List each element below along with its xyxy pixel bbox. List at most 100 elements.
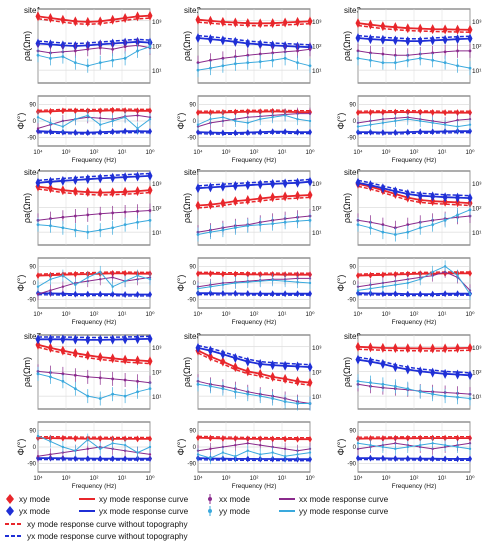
xy-no-topography-curve xyxy=(37,17,151,26)
yx-data-point xyxy=(135,334,141,345)
xy-no-topo-dash-icon xyxy=(5,523,23,525)
yy-phase-point xyxy=(369,287,372,290)
legend-item-xy-response: xy mode response curve xyxy=(78,494,188,504)
yx-no-topography-curve xyxy=(197,34,311,46)
yx-data-point xyxy=(392,362,398,373)
legend-item-yy-mode: yy mode xyxy=(204,506,250,516)
xx-data-point xyxy=(308,47,312,51)
rho-tick-label: 10³ xyxy=(152,181,162,188)
yx-data-point xyxy=(455,192,461,203)
x-tick-label: 10¹ xyxy=(438,312,447,318)
yx-data-point xyxy=(430,35,436,46)
yy-phase-curve xyxy=(197,450,311,459)
yy-phase-point xyxy=(136,274,139,277)
yy-phase-point xyxy=(196,123,200,126)
yx-phase-point xyxy=(98,455,103,463)
yy-data-point xyxy=(369,381,372,385)
yx-phase-point xyxy=(208,128,213,136)
yx-phase-point xyxy=(148,127,152,135)
x-tick-label: 10² xyxy=(250,150,259,156)
x-axis-label: Frequency (Hz) xyxy=(72,157,117,164)
xy-data-point xyxy=(270,18,276,29)
yy-data-point xyxy=(283,56,287,60)
yx-data-point xyxy=(455,34,461,45)
xx-phase-point xyxy=(111,276,114,279)
yy-data-point xyxy=(271,397,275,400)
phi-tick-label: 90 xyxy=(349,264,356,270)
phi-axis-label: Φ(°) xyxy=(176,275,186,292)
xy-phase-point xyxy=(208,270,213,278)
yx-phase-point xyxy=(380,128,385,136)
xy-data-point xyxy=(232,196,238,207)
xy-phase-no-topography xyxy=(198,271,310,274)
yy-data-point xyxy=(196,382,200,386)
rho-axis-label: ρa(Ωm) xyxy=(22,193,32,223)
yx-data-point xyxy=(122,172,128,183)
x-tick-label: 10⁴ xyxy=(33,149,43,156)
x-tick-label: 10¹ xyxy=(278,476,287,482)
yx-data-point xyxy=(355,177,361,188)
phi-tick-label: 90 xyxy=(189,428,196,434)
x-tick-label: 10⁰ xyxy=(145,149,155,156)
yx-phase-point xyxy=(220,129,225,137)
x-tick-label: 10⁰ xyxy=(145,475,155,482)
yy-phase-point xyxy=(221,116,225,119)
yx-data-point xyxy=(110,334,116,345)
yx-data-point xyxy=(405,364,411,375)
yy-data-point xyxy=(296,219,299,223)
xx-data-point xyxy=(406,223,410,227)
rho-tick-label: 10¹ xyxy=(152,230,162,237)
yx-phase-point xyxy=(123,127,128,135)
yy-data-point xyxy=(86,230,90,234)
yx-response-line-icon xyxy=(79,510,95,512)
xx-phase-curve xyxy=(37,446,151,457)
yx-data-point xyxy=(257,179,263,190)
yx-phase-point xyxy=(405,290,410,298)
xy-phase-no-topography xyxy=(38,435,150,439)
yy-data-point xyxy=(36,53,40,57)
yx-data-point xyxy=(405,36,411,47)
yx-phase-point xyxy=(98,128,103,136)
yy-phase-point xyxy=(148,445,152,449)
legend-label: xy mode response curve without topograph… xyxy=(27,519,188,529)
xy-data-point xyxy=(47,12,53,23)
yy-data-point xyxy=(418,390,422,394)
xy-phase-point xyxy=(98,435,103,443)
xy-data-point xyxy=(35,11,41,22)
yy-data-point xyxy=(209,66,212,70)
yx-phase-point xyxy=(418,290,423,298)
phi-tick-label: -90 xyxy=(27,136,36,142)
xx-data-point xyxy=(86,375,90,379)
yx-phase-point xyxy=(245,290,250,298)
yy-data-point xyxy=(258,60,262,64)
yx-data-point xyxy=(307,176,313,187)
yy-data-point xyxy=(308,218,312,222)
yy-data-point xyxy=(258,394,262,398)
yx-data-point xyxy=(367,34,373,45)
yy-phase-point xyxy=(419,278,422,281)
yy-phase-point xyxy=(86,438,89,441)
xy-phase-point xyxy=(368,271,373,279)
yy-data-point xyxy=(73,61,77,65)
xy-phase-curve xyxy=(198,272,310,276)
panel-site2: site2 10³ 10² 10¹ ρa(Ωm) 90 0 -90Φ(°) 10⁴ 10³ 10² 1… xyxy=(176,6,322,164)
yx-phase-point xyxy=(258,128,263,136)
xx-phase-point xyxy=(49,289,52,292)
site-label: site3 xyxy=(344,6,361,15)
yx-data-point xyxy=(270,178,276,189)
x-tick-label: 10⁴ xyxy=(353,149,363,156)
yx-data-point xyxy=(195,342,201,353)
xx-data-point xyxy=(61,215,65,219)
rho-tick-label: 10³ xyxy=(312,181,322,188)
yy-data-point xyxy=(233,390,237,394)
yx-data-point xyxy=(355,354,361,365)
yy-phase-point xyxy=(74,283,77,287)
yy-data-point xyxy=(148,387,152,391)
x-tick-label: 10⁴ xyxy=(193,149,203,156)
yy-phase-point xyxy=(356,442,360,445)
yx-data-point xyxy=(380,183,386,194)
xx-response-curve xyxy=(37,210,151,221)
yx-data-point xyxy=(392,186,398,197)
yx-data-point xyxy=(307,362,313,373)
xy-phase-curve xyxy=(357,437,470,440)
